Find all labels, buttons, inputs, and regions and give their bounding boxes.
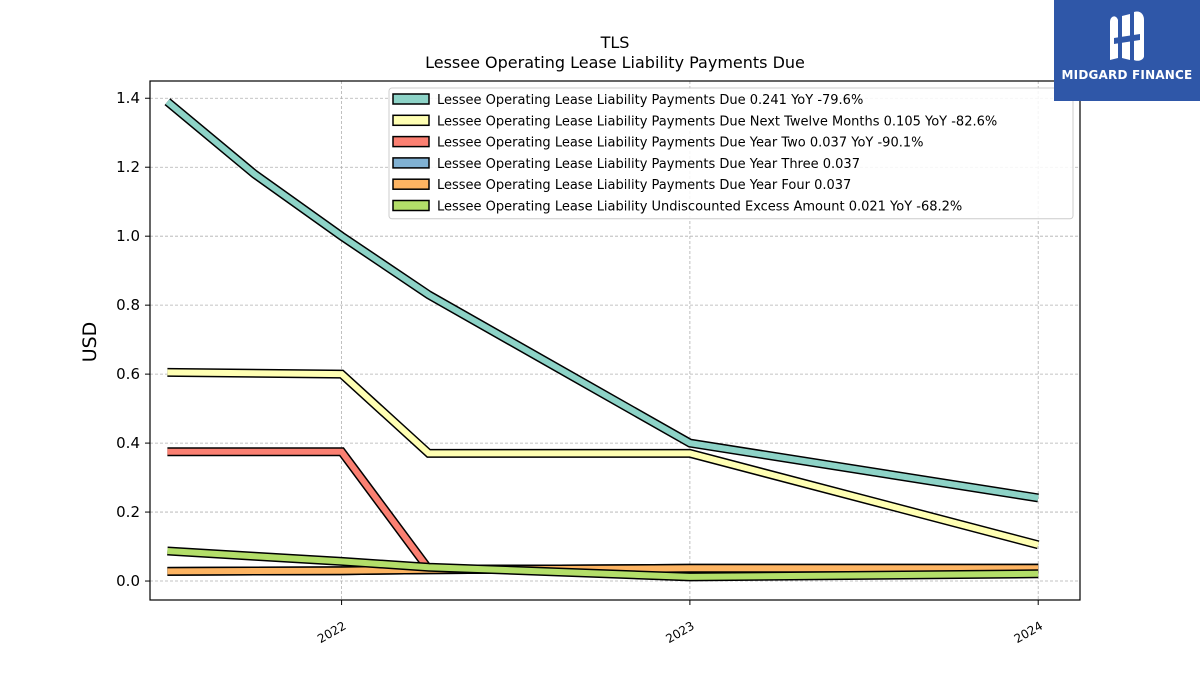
series-line-1	[164, 98, 1039, 503]
chart-subtitle: Lessee Operating Lease Liability Payment…	[425, 53, 805, 72]
series-layer	[164, 98, 1040, 582]
chart-title: TLS	[600, 33, 630, 52]
y-tick-label: 0.6	[116, 365, 140, 383]
series-stroke	[167, 548, 1039, 580]
legend-swatch	[392, 135, 430, 148]
legend: Lessee Operating Lease Liability Payment…	[388, 87, 1074, 220]
legend-entry: Lessee Operating Lease Liability Payment…	[437, 157, 860, 172]
legend-entry: Lessee Operating Lease Liability Payment…	[437, 136, 923, 151]
y-tick-label: 1.2	[116, 158, 140, 176]
y-axis-label: USD	[79, 322, 101, 363]
legend-swatch	[392, 178, 430, 190]
series-line-2	[167, 367, 1040, 550]
plot-frame	[149, 80, 1081, 601]
series-stroke	[165, 99, 1039, 501]
legend-swatch	[392, 114, 430, 127]
y-tick-label: 0.0	[116, 572, 140, 590]
legend-swatch	[392, 93, 430, 105]
series-stroke	[167, 369, 1039, 548]
logo-text: MIDGARD FINANCE	[1061, 68, 1193, 82]
y-tick-label: 0.2	[116, 503, 140, 521]
y-axis: 0.0 0.2 0.4 0.6 0.8 1.0 1.2 1.4	[116, 89, 150, 590]
x-tick-label: 2024	[1012, 619, 1045, 646]
legend-entry: Lessee Operating Lease Liability Payment…	[437, 93, 863, 108]
y-tick-label: 1.4	[116, 89, 140, 107]
series-line-6	[167, 546, 1039, 582]
logo: MIDGARD FINANCE	[1054, 0, 1200, 101]
legend-box	[388, 87, 1074, 220]
y-tick-label: 0.8	[116, 296, 140, 314]
y-tick-label: 1.0	[116, 227, 140, 245]
legend-entry: Lessee Operating Lease Liability Payment…	[437, 114, 997, 129]
legend-entry: Lessee Operating Lease Liability Payment…	[437, 178, 851, 193]
legend-entry: Lessee Operating Lease Liability Undisco…	[437, 200, 962, 215]
legend-swatch	[392, 199, 430, 212]
x-tick-label: 2022	[315, 619, 348, 646]
y-tick-label: 0.4	[116, 434, 140, 452]
x-axis: 2022 2023 2024	[315, 600, 1045, 646]
x-tick-label: 2023	[663, 619, 696, 646]
legend-swatch	[392, 157, 430, 169]
logo-mark-icon	[1110, 11, 1144, 61]
